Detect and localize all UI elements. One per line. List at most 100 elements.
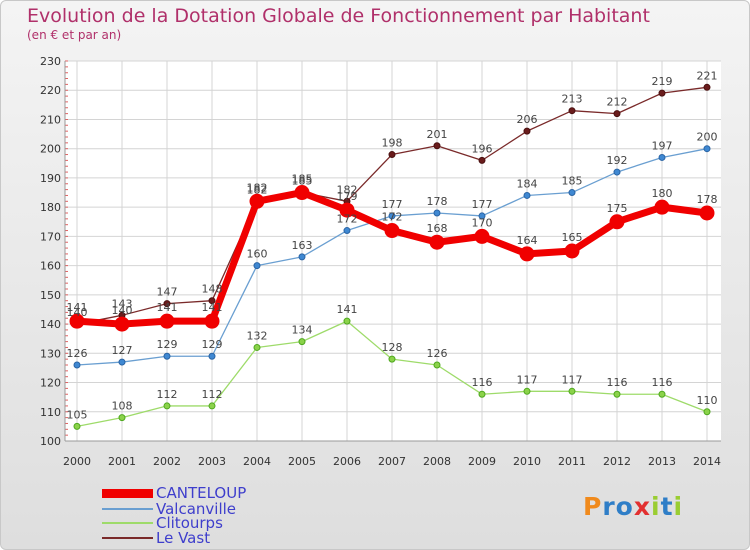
data-label-clitourps-2012: 116 xyxy=(607,376,628,389)
data-label-valcanville-2009: 177 xyxy=(472,198,493,211)
data-label-canteloup-2006: 179 xyxy=(337,190,358,203)
y-tick-label-230: 230 xyxy=(40,55,61,68)
x-tick-label-2003: 2003 xyxy=(198,455,226,468)
data-point-clitourps-2013 xyxy=(658,390,666,398)
data-label-clitourps-2005: 134 xyxy=(292,324,313,337)
x-tick-label-2011: 2011 xyxy=(558,455,586,468)
plot-area xyxy=(65,61,721,441)
data-label-clitourps-2010: 117 xyxy=(517,373,538,386)
data-label-levast-2010: 206 xyxy=(517,113,538,126)
legend-swatch-valcanville xyxy=(102,508,153,510)
legend-label-clitourps: Clitourps xyxy=(156,514,223,532)
data-point-clitourps-2000 xyxy=(73,422,81,430)
y-tick-label-100: 100 xyxy=(40,435,61,448)
logo-letter: P xyxy=(583,492,603,521)
y-tick-label-220: 220 xyxy=(40,84,61,97)
data-point-canteloup-2012 xyxy=(609,214,625,230)
data-point-valcanville-2014 xyxy=(703,145,711,153)
data-point-levast-2002 xyxy=(163,300,171,308)
logo-letter: o xyxy=(615,492,634,521)
data-point-clitourps-2007 xyxy=(388,355,396,363)
data-point-valcanville-2007 xyxy=(388,212,396,220)
data-point-levast-2003 xyxy=(208,297,216,305)
data-label-clitourps-2006: 141 xyxy=(337,303,358,316)
data-point-canteloup-2002 xyxy=(159,313,175,329)
data-label-clitourps-2003: 112 xyxy=(202,388,223,401)
data-point-canteloup-2009 xyxy=(474,228,490,244)
data-point-canteloup-2001 xyxy=(114,316,130,332)
data-label-levast-2005: 185 xyxy=(292,175,313,188)
y-tick-label-170: 170 xyxy=(40,230,61,243)
y-tick-label-190: 190 xyxy=(40,172,61,185)
data-label-clitourps-2007: 128 xyxy=(382,341,403,354)
data-label-clitourps-2000: 105 xyxy=(67,408,88,421)
data-label-levast-2006: 182 xyxy=(337,183,358,196)
data-point-valcanville-2010 xyxy=(523,191,531,199)
data-label-canteloup-2009: 170 xyxy=(472,216,493,229)
data-label-canteloup-2012: 175 xyxy=(607,202,628,215)
data-label-levast-2009: 196 xyxy=(472,142,493,155)
data-label-valcanville-2013: 197 xyxy=(652,139,673,152)
y-tick-label-160: 160 xyxy=(40,260,61,273)
data-label-valcanville-2006: 172 xyxy=(337,213,358,226)
y-tick-label-150: 150 xyxy=(40,289,61,302)
logo-letter: x xyxy=(633,492,651,521)
data-label-canteloup-2002: 141 xyxy=(157,301,178,314)
data-point-clitourps-2012 xyxy=(613,390,621,398)
x-tick-label-2001: 2001 xyxy=(108,455,136,468)
data-label-valcanville-2005: 163 xyxy=(292,239,313,252)
proxiti-logo: Proxiti xyxy=(583,492,683,521)
data-point-levast-2013 xyxy=(658,89,666,97)
data-label-valcanville-2004: 160 xyxy=(247,248,268,261)
chart-subtitle: (en € et par an) xyxy=(27,28,122,42)
data-point-canteloup-2006 xyxy=(339,202,355,218)
logo-letter: i xyxy=(651,492,661,521)
data-point-clitourps-2003 xyxy=(208,402,216,410)
data-label-valcanville-2001: 127 xyxy=(112,344,133,357)
data-point-clitourps-2005 xyxy=(298,338,306,346)
data-point-valcanville-2003 xyxy=(208,352,216,360)
data-point-canteloup-2011 xyxy=(564,243,580,259)
data-label-canteloup-2011: 165 xyxy=(562,231,583,244)
data-point-canteloup-2010 xyxy=(519,246,535,262)
data-label-levast-2001: 143 xyxy=(112,297,133,310)
logo-letter: t xyxy=(660,492,674,521)
logo-letter: r xyxy=(602,492,616,521)
data-point-valcanville-2004 xyxy=(253,262,261,270)
x-tick-label-2005: 2005 xyxy=(288,455,316,468)
data-label-canteloup-2014: 178 xyxy=(697,193,718,206)
data-point-valcanville-2002 xyxy=(163,352,171,360)
data-label-valcanville-2007: 177 xyxy=(382,198,403,211)
x-tick-label-2010: 2010 xyxy=(513,455,541,468)
data-label-levast-2008: 201 xyxy=(427,128,448,141)
data-point-clitourps-2008 xyxy=(433,361,441,369)
x-tick-label-2000: 2000 xyxy=(63,455,91,468)
data-point-valcanville-2012 xyxy=(613,168,621,176)
data-point-levast-2009 xyxy=(478,156,486,164)
data-label-valcanville-2002: 129 xyxy=(157,338,178,351)
data-label-levast-2000: 140 xyxy=(67,306,88,319)
data-point-valcanville-2008 xyxy=(433,209,441,217)
data-point-levast-2012 xyxy=(613,110,621,118)
data-point-canteloup-2008 xyxy=(429,234,445,250)
data-point-levast-2008 xyxy=(433,142,441,150)
x-tick-label-2002: 2002 xyxy=(153,455,181,468)
data-point-levast-2007 xyxy=(388,151,396,159)
legend-label-canteloup: CANTELOUP xyxy=(156,484,247,502)
data-label-valcanville-2011: 185 xyxy=(562,175,583,188)
x-tick-label-2008: 2008 xyxy=(423,455,451,468)
legend-swatch-clitourps xyxy=(102,522,153,524)
data-point-canteloup-2005 xyxy=(294,185,310,201)
data-label-clitourps-2013: 116 xyxy=(652,376,673,389)
data-point-canteloup-2004 xyxy=(249,193,265,209)
data-label-clitourps-2001: 108 xyxy=(112,400,133,413)
y-tick-label-110: 110 xyxy=(40,406,61,419)
data-label-clitourps-2011: 117 xyxy=(562,373,583,386)
data-label-levast-2013: 219 xyxy=(652,75,673,88)
data-point-valcanville-2001 xyxy=(118,358,126,366)
data-label-levast-2014: 221 xyxy=(697,69,718,82)
chart-title: Evolution de la Dotation Globale de Fonc… xyxy=(27,5,650,27)
data-label-clitourps-2009: 116 xyxy=(472,376,493,389)
